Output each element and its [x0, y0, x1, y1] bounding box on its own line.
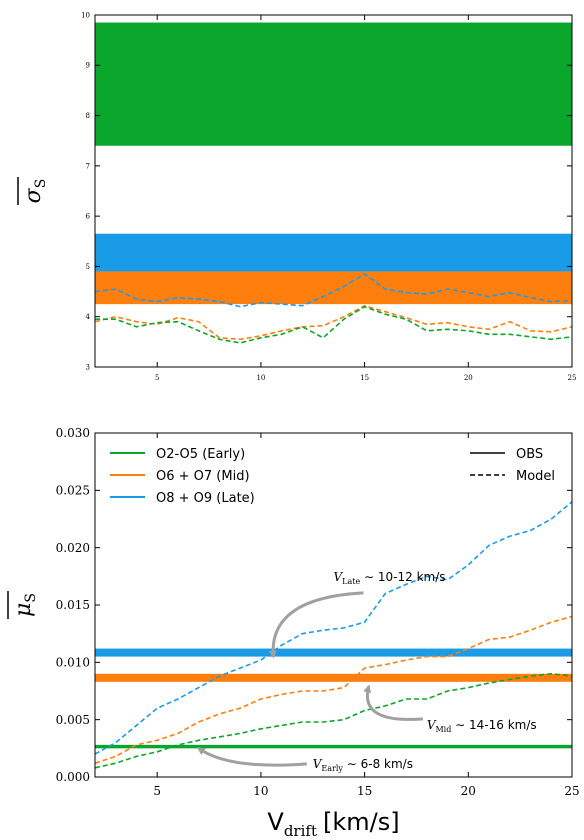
annotation-text-2: VMid ∼ 14-16 km/s	[427, 718, 537, 734]
x-axis-title: Vdrift [km/s]	[267, 808, 399, 840]
model-line-1	[94, 273, 573, 308]
obs-band-2	[95, 673, 572, 682]
y-axis-title: μS	[11, 593, 39, 617]
top-panel: 5 10 15 20 25 3 4 5 6 7 8 9 10 σS	[17, 11, 577, 382]
x-tick-label: 5	[153, 784, 161, 798]
obs-band-1	[95, 648, 572, 657]
y-tick-label: 0.030	[56, 426, 90, 440]
y-tick-label: 0.005	[56, 713, 90, 727]
x-tick-label: 20	[461, 784, 476, 798]
x-tick-label: 15	[360, 374, 369, 382]
x-tick-label: 10	[256, 374, 265, 382]
obs-band-2	[95, 233, 572, 272]
y-tick-label: 5	[86, 263, 90, 271]
x-tick-label: 10	[253, 784, 268, 798]
model-line-2	[94, 615, 573, 764]
y-tick-label: 4	[86, 313, 91, 321]
model-line-3	[95, 305, 573, 344]
model-line-2	[94, 304, 573, 341]
obs-band-1	[95, 22, 572, 146]
y-tick-label: 10	[81, 11, 90, 19]
x-tick-label: 25	[568, 374, 577, 382]
plot-frame	[94, 14, 573, 368]
model-line-1	[94, 501, 573, 755]
x-tick-label: 25	[564, 784, 579, 798]
legend-label-1: O2-O5 (Early)	[156, 447, 245, 462]
bottom-panel: 5 10 15 20 25 0.000 0.005 0.010 0.015 0.020 0.025 0…	[7, 426, 580, 840]
x-tick-label: 15	[357, 784, 372, 798]
y-axis-title: σS	[21, 179, 49, 204]
y-tick-label: 0.010	[56, 656, 90, 670]
x-tick-label: 5	[155, 374, 159, 382]
y-tick-label: 0.015	[56, 598, 90, 612]
y-tick-label: 6	[86, 213, 91, 221]
y-tick-label: 0.000	[56, 770, 90, 784]
y-tick-label: 9	[86, 62, 90, 70]
x-tick-label: 20	[464, 374, 473, 382]
y-tick-label: 8	[86, 112, 90, 120]
annotation-text-3: VEarly ∼ 6-8 km/s	[313, 757, 413, 773]
annotation-arrow-3	[197, 747, 307, 767]
annotation-arrow-1	[268, 591, 364, 659]
legend-label-3: O8 + O9 (Late)	[156, 491, 255, 506]
style-legend-label-1: OBS	[516, 447, 543, 462]
y-tick-label: 7	[86, 162, 90, 170]
y-tick-label: 0.020	[56, 541, 90, 555]
annotation-arrow-2	[363, 684, 423, 721]
legend-label-2: O6 + O7 (Mid)	[156, 469, 250, 484]
obs-band-3	[95, 744, 572, 749]
style-legend-label-2: Model	[516, 469, 555, 484]
y-tick-label: 0.025	[56, 484, 90, 498]
y-tick-label: 3	[86, 363, 90, 371]
annotation-text-1: VLate ∼ 10-12 km/s	[334, 570, 446, 586]
model-line-3	[94, 672, 573, 769]
